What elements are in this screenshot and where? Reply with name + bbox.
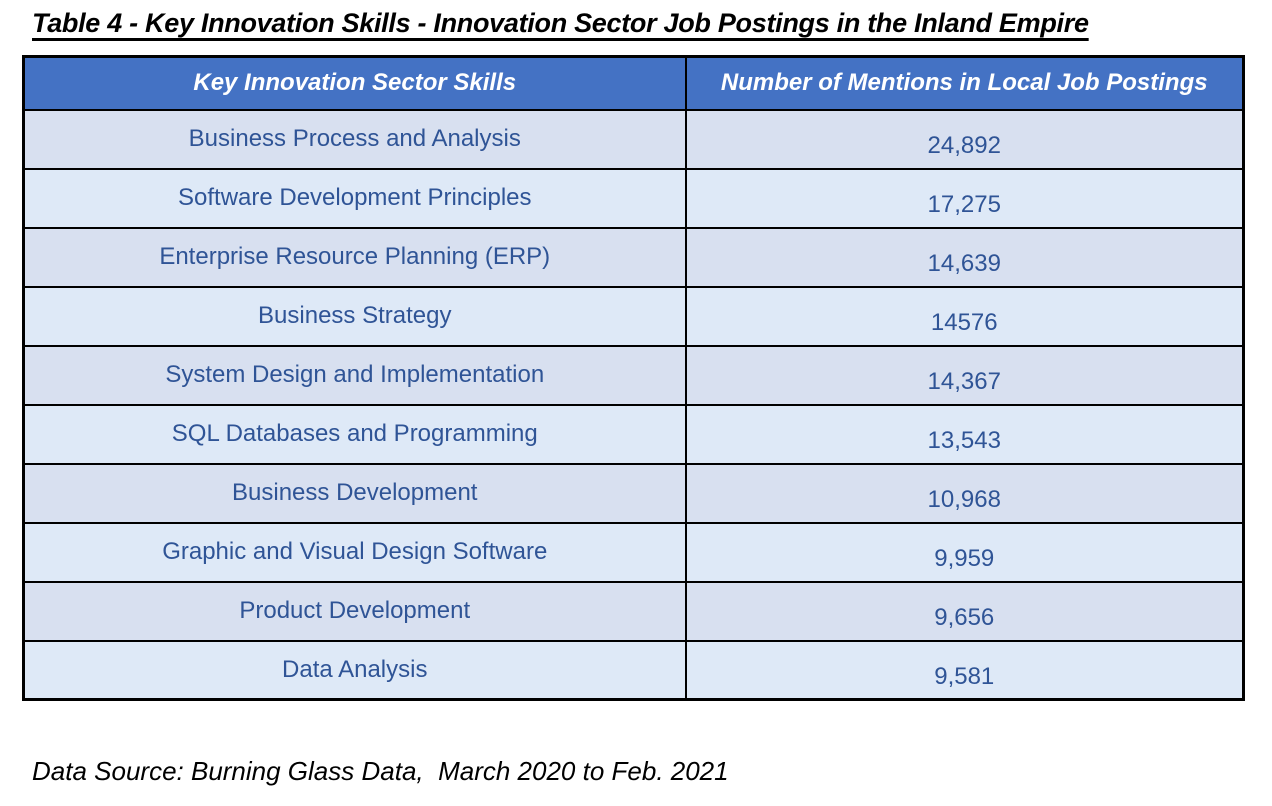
skill-cell: SQL Databases and Programming xyxy=(22,403,687,465)
mentions-cell: 13,543 xyxy=(684,403,1245,465)
table-row: System Design and Implementation 14,367 xyxy=(22,344,1245,406)
mentions-cell: 24,892 xyxy=(684,108,1245,170)
innovation-skills-table: Key Innovation Sector Skills Number of M… xyxy=(22,55,1245,701)
mentions-cell: 9,959 xyxy=(684,521,1245,583)
skill-cell: Business Development xyxy=(22,462,687,524)
mentions-cell: 14,367 xyxy=(684,344,1245,406)
skill-cell: Business Process and Analysis xyxy=(22,108,687,170)
skill-cell: Product Development xyxy=(22,580,687,642)
header-row: Key Innovation Sector Skills Number of M… xyxy=(22,55,1245,111)
table-row: Graphic and Visual Design Software 9,959 xyxy=(22,521,1245,583)
skill-cell: Software Development Principles xyxy=(22,167,687,229)
column-header-skills: Key Innovation Sector Skills xyxy=(22,55,687,111)
mentions-cell: 17,275 xyxy=(684,167,1245,229)
mentions-cell: 10,968 xyxy=(684,462,1245,524)
skill-cell: Graphic and Visual Design Software xyxy=(22,521,687,583)
mentions-cell: 14,639 xyxy=(684,226,1245,288)
table-row: Business Process and Analysis 24,892 xyxy=(22,108,1245,170)
mentions-cell: 9,581 xyxy=(684,639,1245,701)
column-header-mentions: Number of Mentions in Local Job Postings xyxy=(684,55,1245,111)
skill-cell: System Design and Implementation xyxy=(22,344,687,406)
skill-cell: Data Analysis xyxy=(22,639,687,701)
table-row: Product Development 9,656 xyxy=(22,580,1245,642)
skill-cell: Enterprise Resource Planning (ERP) xyxy=(22,226,687,288)
table-row: Data Analysis 9,581 xyxy=(22,639,1245,701)
table-row: Software Development Principles 17,275 xyxy=(22,167,1245,229)
mentions-cell: 9,656 xyxy=(684,580,1245,642)
table-row: Enterprise Resource Planning (ERP) 14,63… xyxy=(22,226,1245,288)
table-caption: Table 4 - Key Innovation Skills - Innova… xyxy=(32,8,1089,38)
skill-cell: Business Strategy xyxy=(22,285,687,347)
mentions-cell: 14576 xyxy=(684,285,1245,347)
table-row: Business Development 10,968 xyxy=(22,462,1245,524)
table-row: Business Strategy 14576 xyxy=(22,285,1245,347)
table-row: SQL Databases and Programming 13,543 xyxy=(22,403,1245,465)
data-source-note: Data Source: Burning Glass Data, March 2… xyxy=(32,756,729,786)
